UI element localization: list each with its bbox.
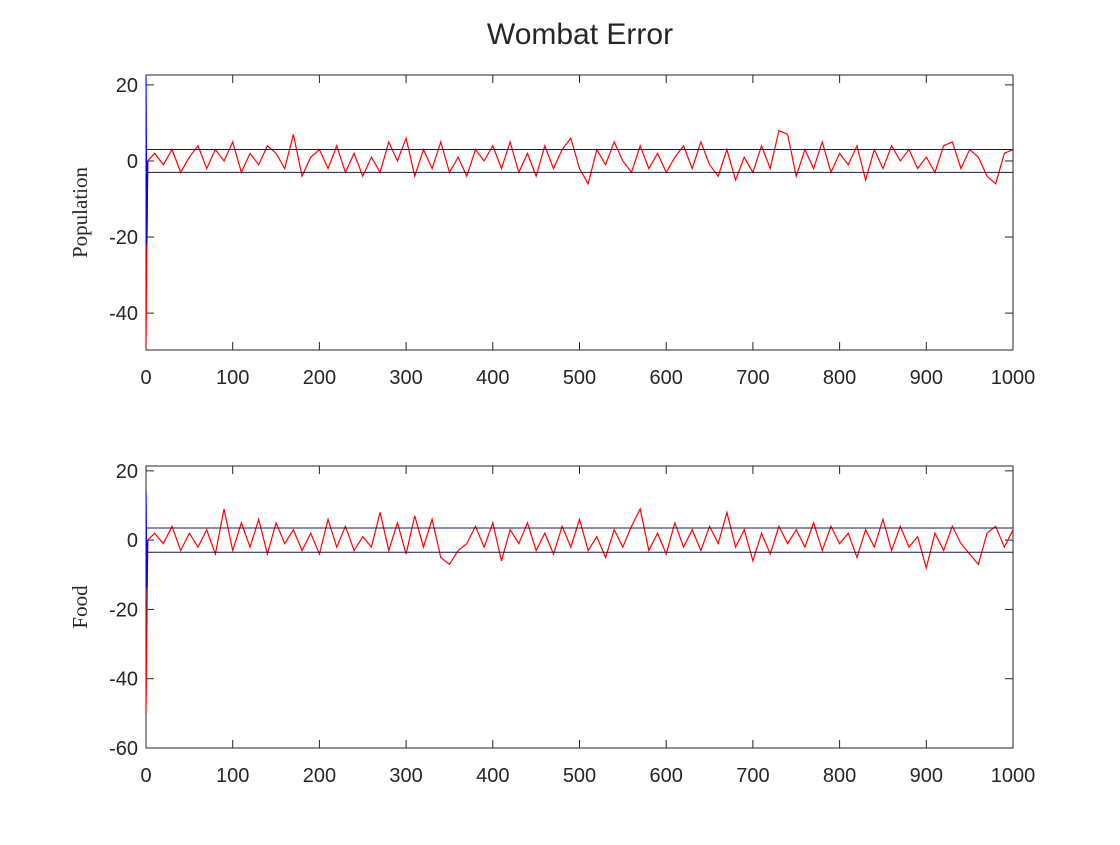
x-tick-label: 1000 (991, 765, 1036, 787)
x-tick-label: 900 (910, 367, 943, 389)
x-tick-label: 200 (303, 367, 336, 389)
y-tick-label: -20 (109, 599, 138, 621)
x-tick-label: 300 (389, 765, 422, 787)
y-tick-label: -40 (109, 303, 138, 325)
y-tick-label: -60 (109, 738, 138, 760)
x-tick-label: 800 (823, 765, 856, 787)
x-tick-label: 700 (736, 367, 769, 389)
data-line (146, 129, 1013, 348)
x-tick-label: 0 (140, 765, 151, 787)
y-tick-label: -20 (109, 227, 138, 249)
x-tick-label: 400 (476, 367, 509, 389)
axes-box (145, 465, 1014, 749)
y-tick-label: 0 (127, 530, 138, 552)
x-tick-label: 500 (563, 367, 596, 389)
x-tick-label: 100 (216, 367, 249, 389)
x-tick-label: 500 (563, 765, 596, 787)
x-tick-label: 900 (910, 765, 943, 787)
y-axis-label: Population (68, 167, 92, 259)
chart-title: Wombat Error (487, 18, 673, 51)
data-line (146, 491, 149, 589)
x-tick-label: 400 (476, 765, 509, 787)
x-tick-label: 100 (216, 765, 249, 787)
data-line (146, 77, 149, 245)
y-tick-label: -40 (109, 669, 138, 691)
y-tick-label: 0 (127, 151, 138, 173)
x-tick-label: 700 (736, 765, 769, 787)
x-tick-label: 600 (650, 367, 683, 389)
y-axis-label: Food (68, 585, 92, 629)
x-tick-label: 1000 (991, 367, 1036, 389)
axes-box (145, 74, 1014, 351)
y-tick-label: 20 (116, 75, 138, 97)
x-tick-label: 800 (823, 367, 856, 389)
data-line (146, 507, 1013, 714)
x-tick-label: 300 (389, 367, 422, 389)
x-tick-label: 200 (303, 765, 336, 787)
x-tick-label: 600 (650, 765, 683, 787)
x-tick-label: 0 (140, 367, 151, 389)
y-tick-label: 20 (116, 461, 138, 483)
